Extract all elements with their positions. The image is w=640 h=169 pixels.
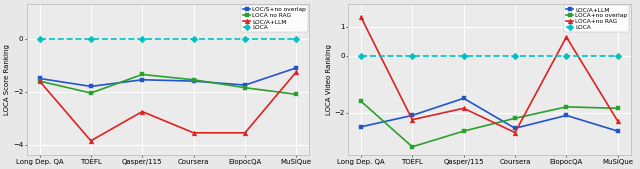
LOC/S+no overlap (190, 80, 198, 82)
LOC/A+LLM (614, 130, 621, 132)
LOCA+no RAG (563, 36, 570, 38)
LOCA+no RAG (460, 107, 467, 109)
LOCA no RAG (36, 80, 44, 82)
LOC/A+LLM (87, 140, 95, 142)
LOCA (36, 38, 44, 40)
LOCA no RAG (292, 93, 300, 95)
Legend: LOC/S+no overlap, LOCA no RAG, LOC/A+LLM, LOCA: LOC/S+no overlap, LOCA no RAG, LOC/A+LLM… (241, 5, 308, 32)
LOCA no RAG (190, 79, 198, 81)
LOCA+no RAG (614, 120, 621, 122)
LOC/A+LLM (138, 111, 146, 113)
LOCA (138, 38, 146, 40)
LOCA+no RAG (408, 119, 416, 121)
LOCA+no overlap (511, 117, 519, 119)
LOCA (460, 54, 467, 56)
LOCA (408, 54, 416, 56)
Legend: LOC/A+LLM, LOCA+no overlap, LOCA+no RAG, LOCA: LOC/A+LLM, LOCA+no overlap, LOCA+no RAG,… (564, 5, 629, 32)
LOC/A+LLM (190, 132, 198, 134)
LOC/S+no overlap (87, 85, 95, 87)
LOCA (563, 54, 570, 56)
LOCA+no overlap (357, 100, 365, 102)
LOC/S+no overlap (138, 79, 146, 81)
Line: LOC/A+LLM: LOC/A+LLM (37, 69, 299, 143)
LOCA (614, 54, 621, 56)
LOC/A+LLM (241, 132, 249, 134)
LOCA+no overlap (408, 146, 416, 148)
Line: LOCA: LOCA (358, 53, 620, 58)
LOCA+no RAG (357, 16, 365, 18)
LOCA (241, 38, 249, 40)
Line: LOCA: LOCA (37, 36, 299, 41)
Y-axis label: LOCA Score Ranking: LOCA Score Ranking (4, 44, 10, 115)
LOC/A+LLM (292, 71, 300, 73)
Line: LOCA+no RAG: LOCA+no RAG (358, 15, 620, 135)
LOCA (190, 38, 198, 40)
LOCA+no overlap (614, 107, 621, 109)
LOC/S+no overlap (36, 77, 44, 79)
LOCA+no overlap (563, 106, 570, 108)
LOCA no RAG (87, 92, 95, 94)
Line: LOCA no RAG: LOCA no RAG (37, 72, 299, 97)
LOC/S+no overlap (241, 84, 249, 86)
LOCA+no overlap (460, 130, 467, 132)
Y-axis label: LOCA Video Ranking: LOCA Video Ranking (326, 44, 332, 115)
LOCA no RAG (138, 74, 146, 76)
LOCA no RAG (241, 87, 249, 89)
Line: LOC/S+no overlap: LOC/S+no overlap (37, 65, 299, 89)
LOCA (292, 38, 300, 40)
LOC/A+LLM (357, 126, 365, 128)
Line: LOCA+no overlap: LOCA+no overlap (358, 99, 620, 149)
Line: LOC/A+LLM: LOC/A+LLM (358, 96, 620, 134)
LOCA (87, 38, 95, 40)
LOC/S+no overlap (292, 67, 300, 69)
LOC/A+LLM (511, 127, 519, 129)
LOC/A+LLM (36, 80, 44, 82)
LOCA (511, 54, 519, 56)
LOC/A+LLM (460, 97, 467, 99)
LOC/A+LLM (563, 114, 570, 116)
LOCA (357, 54, 365, 56)
LOC/A+LLM (408, 114, 416, 116)
LOCA+no RAG (511, 131, 519, 134)
